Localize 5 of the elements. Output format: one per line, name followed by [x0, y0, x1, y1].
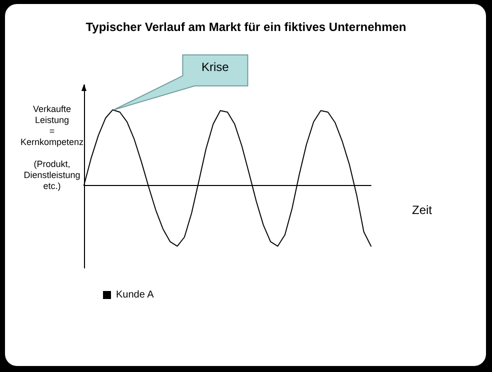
chart-title: Typischer Verlauf am Markt für ein fiktives Unternehmen — [84, 20, 408, 34]
text: Krise — [202, 60, 230, 74]
text: Verkaufte Leistung = Kernkompetenz (Produkt, Dienstleistung etc.) — [20, 104, 84, 191]
legend-label: Kunde A — [116, 290, 154, 300]
x-axis-title: Zeit — [412, 203, 432, 217]
